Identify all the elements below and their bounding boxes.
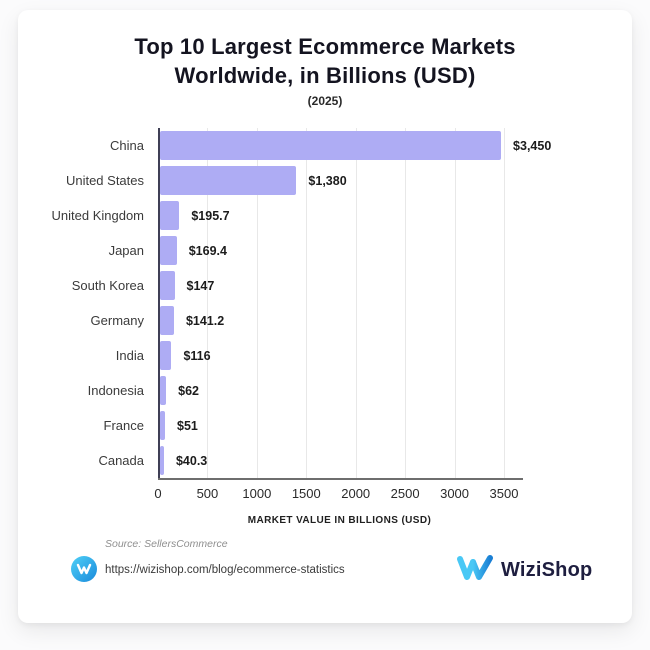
chart-title-line1: Top 10 Largest Ecommerce Markets xyxy=(134,34,516,59)
gridline xyxy=(306,128,308,478)
x-tick-label: 500 xyxy=(196,486,219,501)
bar xyxy=(160,271,175,300)
source-url: https://wizishop.com/blog/ecommerce-stat… xyxy=(105,564,345,576)
value-label: $147 xyxy=(186,278,215,293)
bar-track: $116 xyxy=(158,338,521,373)
x-tick-label: 2500 xyxy=(390,486,420,501)
bar xyxy=(160,376,167,405)
value-label: $141.2 xyxy=(185,313,225,328)
wizishop-badge-icon xyxy=(71,556,97,582)
grid-layer xyxy=(158,128,521,478)
brand-name: WiziShop xyxy=(501,559,593,581)
bar-track: $169.4 xyxy=(158,233,521,268)
gridline xyxy=(355,128,357,478)
chart-subtitle: (2025) xyxy=(307,94,343,108)
gridline xyxy=(405,128,407,478)
source-text: Source: SellersCommerce xyxy=(105,538,228,550)
gridline xyxy=(256,128,258,478)
bar xyxy=(160,201,180,230)
category-label: United States xyxy=(65,173,144,188)
bar xyxy=(160,236,177,265)
bar-track: $141.2 xyxy=(158,303,521,338)
bar-track: $195.7 xyxy=(158,198,521,233)
bar-track: $147 xyxy=(158,268,521,303)
category-label: China xyxy=(110,138,144,153)
brand-lockup: WiziShop xyxy=(456,554,592,587)
chart-row: Indonesia $62 xyxy=(18,373,521,408)
chart-row: United Kingdom $195.7 xyxy=(18,198,521,233)
x-tick-label: 3000 xyxy=(440,486,470,501)
bar-track: $51 xyxy=(158,408,521,443)
x-tick-label: 1500 xyxy=(291,486,321,501)
category-label: India xyxy=(115,348,144,363)
value-label: $40.3 xyxy=(175,453,208,468)
y-axis-line xyxy=(158,128,160,478)
bar-track: $40.3 xyxy=(158,443,521,478)
x-axis-title: MARKET VALUE IN BILLIONS (USD) xyxy=(247,515,432,526)
chart-row: South Korea $147 xyxy=(18,268,521,303)
bar-chart: China $3,450 United States $1,380 United Kin… xyxy=(18,128,551,526)
bar-track: $1,380 xyxy=(158,163,521,198)
category-label: United Kingdom xyxy=(51,208,145,223)
gridline xyxy=(504,128,505,478)
bar-track: $62 xyxy=(158,373,521,408)
value-label: $1,380 xyxy=(308,173,347,188)
bar xyxy=(160,166,297,195)
bar xyxy=(160,306,174,335)
x-tick-label: 1000 xyxy=(242,486,272,501)
x-tick-labels: 0 500 1000 1500 2000 2500 3000 3500 xyxy=(154,486,521,502)
x-tick-label: 2000 xyxy=(341,486,371,501)
wizishop-w-icon xyxy=(456,554,494,587)
chart-title-line2: Worldwide, in Billions (USD) xyxy=(174,63,476,88)
value-label: $195.7 xyxy=(191,208,230,223)
value-label: $62 xyxy=(178,383,199,398)
bar xyxy=(160,131,502,160)
chart-row: United States $1,380 xyxy=(18,163,521,198)
bar-rows: China $3,450 United States $1,380 United Kin… xyxy=(18,128,551,478)
x-axis-line xyxy=(158,478,523,480)
bar xyxy=(160,411,166,440)
x-tick-label: 0 xyxy=(154,486,162,501)
value-label: $116 xyxy=(183,348,211,363)
gridline xyxy=(454,128,456,478)
category-label: France xyxy=(103,418,144,433)
category-label: Canada xyxy=(98,453,144,468)
category-label: Germany xyxy=(90,313,144,328)
value-label: $3,450 xyxy=(513,138,552,153)
value-label: $169.4 xyxy=(188,243,227,258)
x-tick-label: 3500 xyxy=(489,486,519,501)
category-label: Japan xyxy=(108,243,144,258)
bar-track: $3,450 xyxy=(158,128,551,163)
chart-row: France $51 xyxy=(18,408,521,443)
chart-row: Japan $169.4 xyxy=(18,233,521,268)
bar xyxy=(160,341,172,370)
chart-row: India $116 xyxy=(18,338,521,373)
bar xyxy=(160,446,164,475)
gridline xyxy=(207,128,209,478)
chart-row: Germany $141.2 xyxy=(18,303,521,338)
category-label: South Korea xyxy=(71,278,144,293)
chart-title: Top 10 Largest Ecommerce Markets Worldwi… xyxy=(18,32,632,90)
value-label: $51 xyxy=(177,418,198,433)
chart-row: Canada $40.3 xyxy=(18,443,521,478)
category-label: Indonesia xyxy=(87,383,144,398)
infographic-card: Top 10 Largest Ecommerce Markets Worldwi… xyxy=(18,10,632,623)
chart-header: Top 10 Largest Ecommerce Markets Worldwi… xyxy=(18,32,632,108)
chart-row: China $3,450 xyxy=(18,128,551,163)
